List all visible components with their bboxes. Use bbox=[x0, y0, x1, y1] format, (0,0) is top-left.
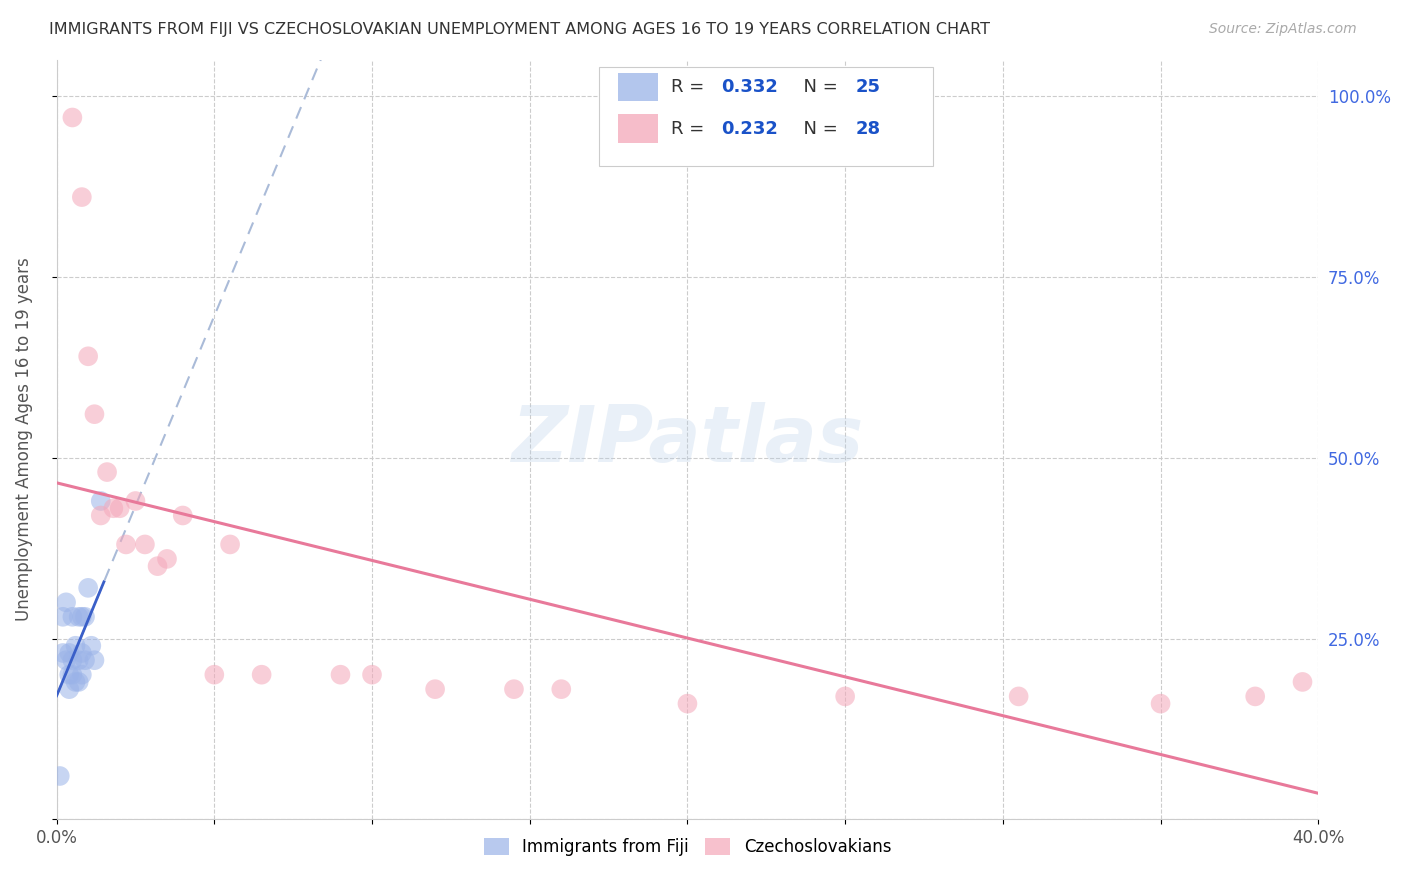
Point bbox=[134, 537, 156, 551]
Point bbox=[115, 537, 138, 551]
Point bbox=[1007, 690, 1029, 704]
Point bbox=[60, 111, 83, 125]
Point bbox=[67, 674, 90, 689]
Bar bbox=[619, 72, 658, 102]
Point bbox=[96, 465, 118, 479]
Text: IMMIGRANTS FROM FIJI VS CZECHOSLOVAKIAN UNEMPLOYMENT AMONG AGES 16 TO 19 YEARS C: IMMIGRANTS FROM FIJI VS CZECHOSLOVAKIAN … bbox=[49, 22, 990, 37]
Text: 25: 25 bbox=[855, 78, 880, 96]
Point bbox=[58, 682, 80, 697]
Bar bbox=[619, 114, 658, 144]
Text: Source: ZipAtlas.com: Source: ZipAtlas.com bbox=[1209, 22, 1357, 37]
Point bbox=[219, 537, 242, 551]
Point bbox=[52, 609, 75, 624]
Point bbox=[329, 667, 352, 681]
Point bbox=[423, 682, 446, 697]
Text: 0.332: 0.332 bbox=[721, 78, 779, 96]
Point bbox=[124, 494, 146, 508]
Point bbox=[52, 646, 75, 660]
Point bbox=[361, 667, 384, 681]
Point bbox=[202, 667, 225, 681]
Point bbox=[83, 653, 105, 667]
Point bbox=[90, 508, 112, 523]
Point bbox=[60, 653, 83, 667]
Point bbox=[146, 559, 169, 574]
Point bbox=[73, 609, 96, 624]
Text: ZIPatlas: ZIPatlas bbox=[512, 401, 863, 477]
Text: R =: R = bbox=[671, 120, 710, 137]
Point bbox=[503, 682, 526, 697]
Point bbox=[67, 653, 90, 667]
Point bbox=[60, 667, 83, 681]
Point bbox=[65, 639, 87, 653]
Point bbox=[70, 190, 93, 204]
Y-axis label: Unemployment Among Ages 16 to 19 years: Unemployment Among Ages 16 to 19 years bbox=[15, 258, 32, 622]
Point bbox=[58, 667, 80, 681]
Point bbox=[1244, 690, 1267, 704]
Point bbox=[83, 407, 105, 421]
Point bbox=[90, 494, 112, 508]
Point bbox=[65, 674, 87, 689]
FancyBboxPatch shape bbox=[599, 67, 934, 166]
Text: 28: 28 bbox=[855, 120, 880, 137]
Text: N =: N = bbox=[792, 120, 844, 137]
Point bbox=[550, 682, 572, 697]
Point bbox=[55, 653, 77, 667]
Text: 0.232: 0.232 bbox=[721, 120, 779, 137]
Point bbox=[58, 646, 80, 660]
Point bbox=[70, 646, 93, 660]
Point bbox=[103, 501, 125, 516]
Point bbox=[250, 667, 273, 681]
Point bbox=[55, 595, 77, 609]
Point bbox=[73, 653, 96, 667]
Point bbox=[67, 609, 90, 624]
Text: N =: N = bbox=[792, 78, 844, 96]
Text: R =: R = bbox=[671, 78, 710, 96]
Legend: Immigrants from Fiji, Czechoslovakians: Immigrants from Fiji, Czechoslovakians bbox=[475, 830, 900, 864]
Point bbox=[172, 508, 194, 523]
Point bbox=[49, 769, 72, 783]
Point bbox=[77, 349, 100, 363]
Point bbox=[77, 581, 100, 595]
Point bbox=[80, 639, 103, 653]
Point bbox=[676, 697, 699, 711]
Point bbox=[108, 501, 131, 516]
Point bbox=[60, 609, 83, 624]
Point bbox=[156, 552, 179, 566]
Point bbox=[70, 609, 93, 624]
Point bbox=[834, 690, 856, 704]
Point bbox=[1291, 674, 1313, 689]
Point bbox=[70, 667, 93, 681]
Point bbox=[1149, 697, 1171, 711]
